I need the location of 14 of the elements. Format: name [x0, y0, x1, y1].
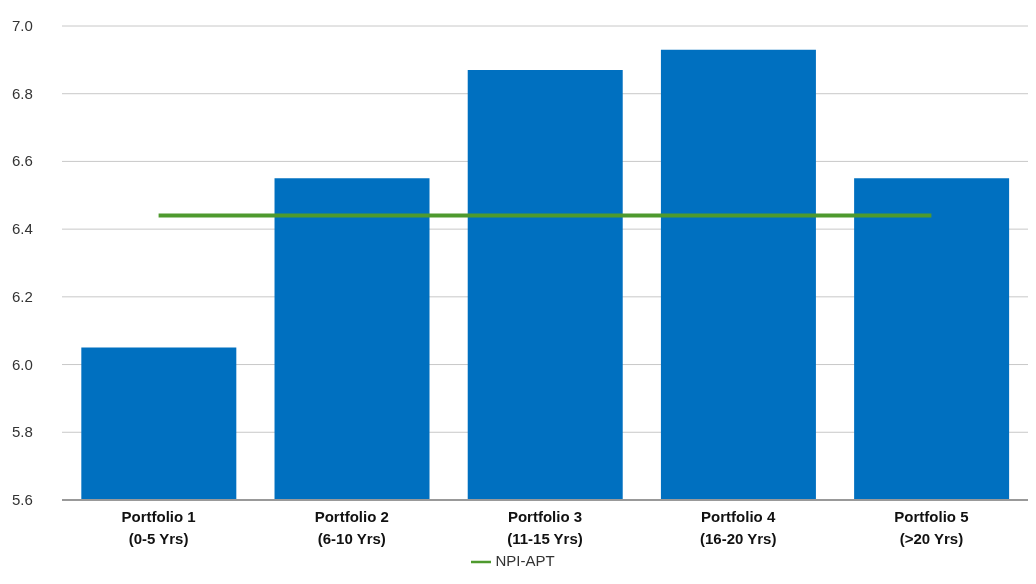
y-tick-label: 6.0	[12, 355, 33, 373]
x-tick-label: Portfolio 1 (0-5 Yrs)	[121, 507, 196, 547]
legend-label: NPI-APT	[495, 551, 555, 569]
y-tick-label: 5.8	[12, 423, 33, 441]
y-tick-label: 6.6	[12, 152, 33, 170]
x-tick-label: Portfolio 5 (>20 Yrs)	[894, 507, 969, 547]
y-tick-label: 6.2	[12, 287, 33, 305]
x-tick-label: Portfolio 4 (16-20 Yrs)	[699, 507, 777, 547]
x-tick-label: Portfolio 3 (11-15 Yrs)	[507, 507, 583, 547]
x-tick-label: Portfolio 2 (6-10 Yrs)	[314, 507, 389, 547]
y-tick-label: 6.8	[12, 84, 33, 102]
y-tick-label: 7.0	[12, 17, 33, 34]
y-tick-label: 5.6	[12, 490, 33, 508]
y-tick-label: 6.4	[12, 220, 33, 238]
